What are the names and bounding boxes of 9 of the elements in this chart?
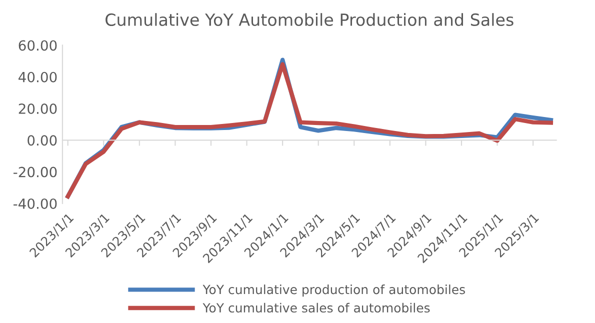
y-tick-label: 20.00 bbox=[18, 103, 57, 114]
chart-title: Cumulative YoY Automobile Production and Sales bbox=[106, 13, 514, 26]
y-tick-label: 40.00 bbox=[18, 72, 57, 82]
y-tick-label: -40.00 bbox=[14, 198, 57, 209]
legend-label: YoY cumulative production of automobiles bbox=[202, 284, 465, 297]
y-tick-label: -20.00 bbox=[14, 166, 57, 178]
legend-label: YoY cumulative sales of automobiles bbox=[202, 302, 430, 313]
y-tick-label: 0.00 bbox=[28, 135, 57, 146]
y-tick-label: 60.00 bbox=[18, 40, 57, 51]
